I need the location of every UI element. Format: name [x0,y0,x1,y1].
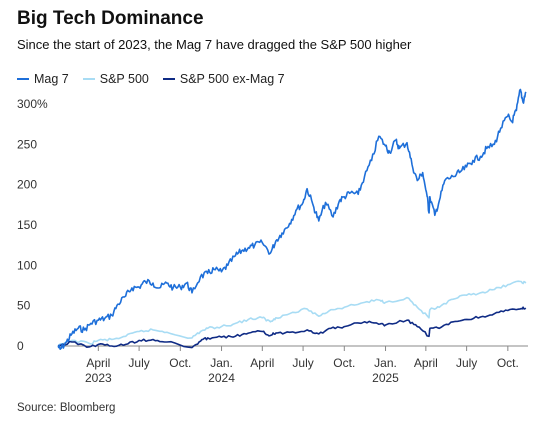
legend-label-mag7: Mag 7 [34,72,69,86]
y-tick-label: 300% [17,97,48,111]
x-tick-label: April [86,356,110,370]
legend-item-mag7: Mag 7 [17,72,69,86]
y-tick-label: 200 [17,178,37,192]
legend-item-sp500: S&P 500 [82,72,149,86]
x-tick-label: July [292,356,313,370]
series-line-mag-7 [57,88,527,350]
x-tick-label: July [128,356,149,370]
y-tick-label: 50 [17,299,31,313]
legend-label-sp500-ex-mag7: S&P 500 ex-Mag 7 [179,72,285,86]
x-tick-label: April [250,356,274,370]
legend-item-sp500-ex-mag7: S&P 500 ex-Mag 7 [162,72,285,86]
legend-swatch-mag7 [17,78,29,80]
chart-legend: Mag 7 S&P 500 S&P 500 ex-Mag 7 [17,72,285,86]
y-tick-label: 0 [17,339,24,353]
legend-swatch-sp500-ex-mag7 [162,78,175,80]
legend-label-sp500: S&P 500 [99,72,149,86]
series-line-s-p-500-ex-mag-7 [57,306,527,349]
x-tick-label: Jan. [374,356,397,370]
y-tick-label: 150 [17,218,37,232]
x-tick-label: Jan. [210,356,233,370]
x-tick-label: Oct. [333,356,355,370]
legend-swatch-sp500 [82,78,95,80]
x-tick-label: Oct. [169,356,191,370]
x-tick-label: July [456,356,477,370]
x-tick-label: April [414,356,438,370]
source-note: Source: Bloomberg [17,402,116,414]
y-tick-label: 100 [17,258,37,272]
chart-title: Big Tech Dominance [17,8,204,29]
series-line-s-p-500 [57,280,527,347]
x-tick-label: Oct. [497,356,519,370]
x-tick-year-label: 2025 [372,371,399,385]
y-tick-label: 250 [17,137,37,151]
chart-subtitle: Since the start of 2023, the Mag 7 have … [17,37,412,52]
x-tick-year-label: 2023 [85,371,112,385]
x-tick-year-label: 2024 [208,371,235,385]
